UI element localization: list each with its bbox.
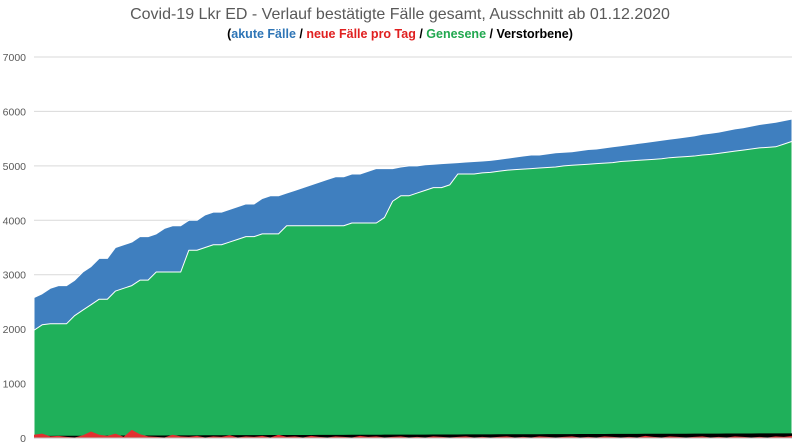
subtitle-part: ) — [568, 27, 573, 41]
subtitle-part: Genesene — [426, 27, 487, 41]
series-area-recovered — [33, 140, 793, 439]
y-tick-label: 3000 — [3, 270, 27, 282]
y-tick-label: 6000 — [3, 106, 27, 118]
subtitle-part: / — [295, 27, 307, 41]
y-tick-label: 7000 — [3, 52, 27, 64]
subtitle-part: ( — [227, 27, 232, 41]
y-tick-label: 0 — [20, 433, 26, 445]
subtitle-part: / — [486, 27, 497, 41]
chart-legend-subtitle: (akute Fälle / neue Fälle pro Tag / Gene… — [0, 27, 800, 41]
chart-title: Covid-19 Lkr ED - Verlauf bestätigte Fäl… — [130, 6, 670, 23]
y-tick-label: 4000 — [3, 215, 27, 227]
y-tick-label: 2000 — [3, 324, 27, 336]
series-areas — [33, 118, 793, 439]
subtitle-part: / — [415, 27, 427, 41]
y-tick-label: 5000 — [3, 161, 27, 173]
y-tick-label: 1000 — [3, 379, 27, 391]
series-area-new_cases — [34, 429, 792, 438]
y-axis: 0 1000 2000 3000 4000 5000 6000 7000 — [3, 52, 792, 445]
subtitle-part: Verstorbene — [496, 27, 569, 41]
subtitle-part: akute Fälle — [231, 27, 296, 41]
subtitle-part: neue Fälle pro Tag — [306, 27, 416, 41]
